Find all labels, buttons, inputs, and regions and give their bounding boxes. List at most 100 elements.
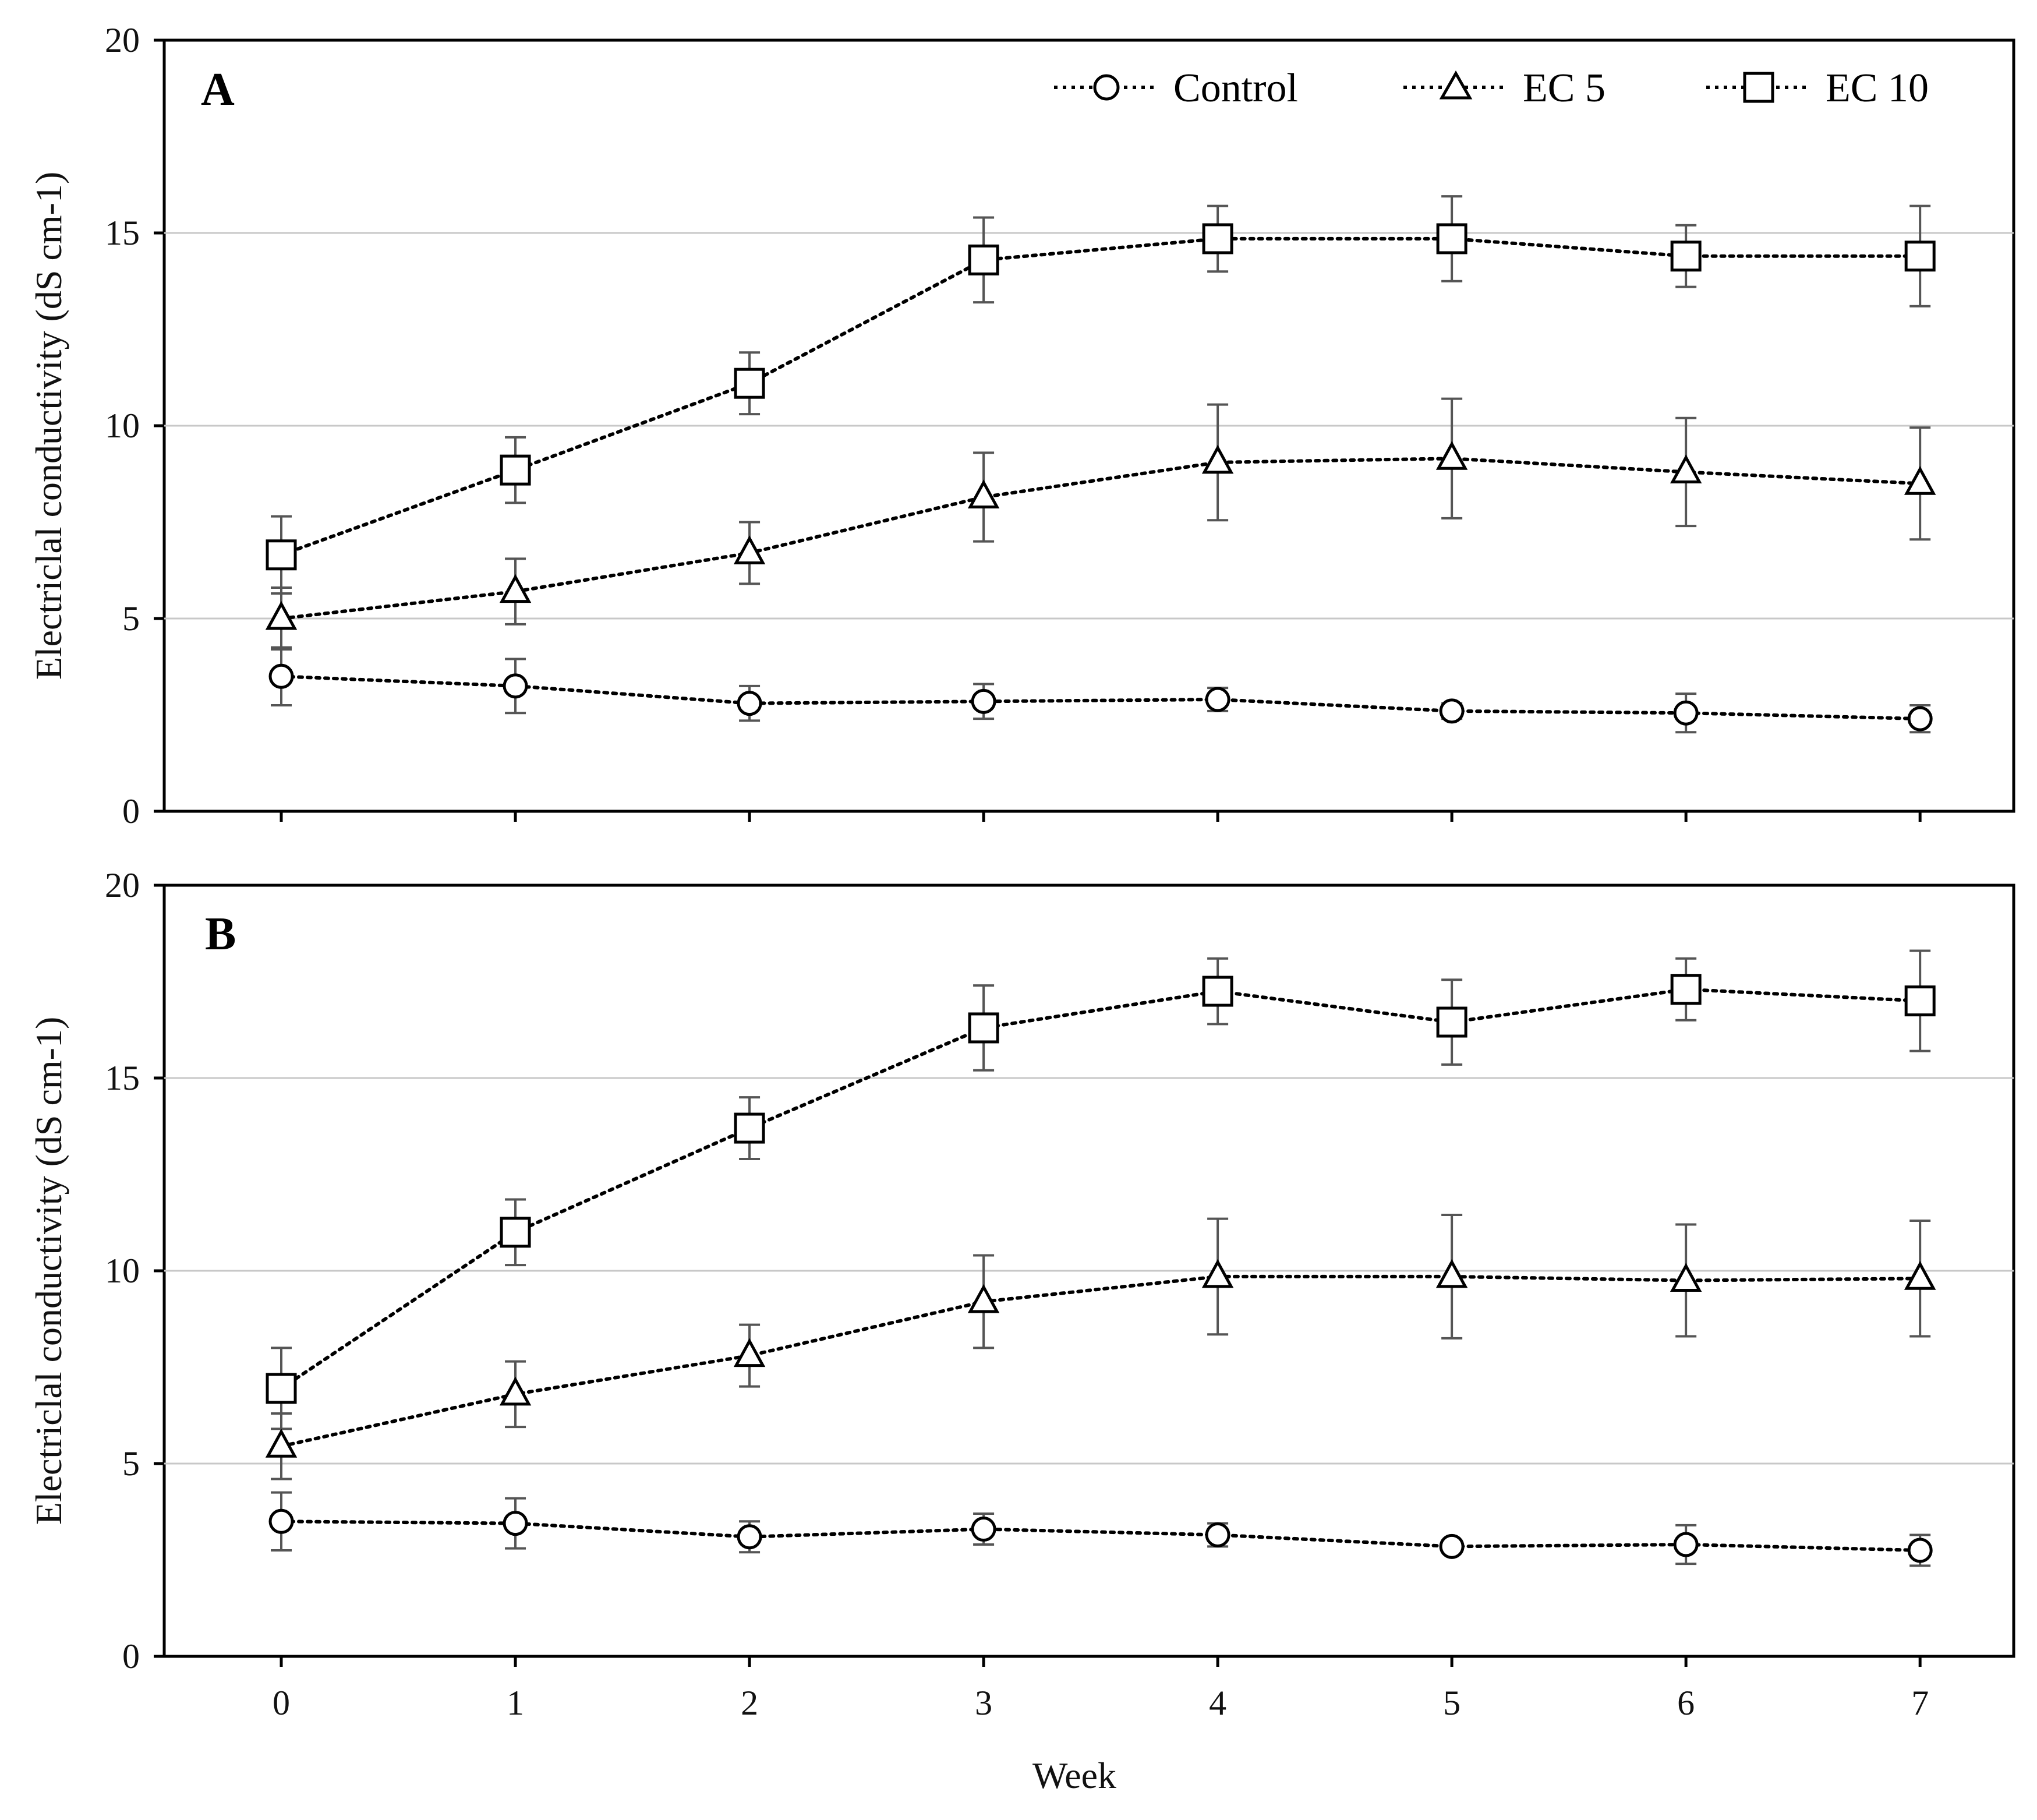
panel-b-ec5-line xyxy=(280,1274,1922,1448)
panel-b-ec5-point-1 xyxy=(499,1376,532,1406)
panel-b-ec5-point-6 xyxy=(1670,1263,1702,1292)
panel-b-letter: B xyxy=(205,909,236,960)
panel-a-ec5-line xyxy=(280,457,1922,620)
panel-a-ec10-point-0 xyxy=(266,539,297,571)
panel-b-ec5-point-5 xyxy=(1435,1259,1468,1288)
panel-a-ec5-point-5 xyxy=(1435,441,1468,470)
panel-a-control-point-0 xyxy=(268,663,294,689)
panel-b-series xyxy=(265,949,1936,1567)
panel-b-y-tick-label-5: 5 xyxy=(122,1444,140,1483)
panel-a-ec5-point-1 xyxy=(499,574,532,603)
legend-ec5-label: EC 5 xyxy=(1523,66,1605,111)
panel-b-ec10-markers xyxy=(266,974,1936,1404)
panel-a-ec10-point-7 xyxy=(1904,241,1936,272)
panel-b-ec10-point-6 xyxy=(1670,974,1702,1005)
panel-b-ec10-point-2 xyxy=(734,1112,765,1144)
legend-ec10-label: EC 10 xyxy=(1826,66,1929,111)
panel-a-ec5-markers xyxy=(265,441,1936,630)
panel-b-ec5-point-0 xyxy=(265,1429,298,1458)
legend: Control EC 5 EC 10 xyxy=(1054,66,1929,111)
panel-a-ec10-point-5 xyxy=(1436,223,1467,255)
panel-b-y-tick-label-0: 0 xyxy=(122,1637,140,1676)
panel-a-ec10-point-2 xyxy=(734,367,765,399)
panel-a-y-tick-label-15: 15 xyxy=(105,214,140,252)
panel-b-x-tick-label-4: 4 xyxy=(1209,1684,1226,1722)
panel-a-ec5-point-7 xyxy=(1904,466,1936,495)
panel-b-ec10-errorbars xyxy=(271,949,1931,1430)
panel-a: 0 5 10 15 20 A Electriclal conductivity (dS … xyxy=(28,21,2015,831)
panel-b-ec5-point-7 xyxy=(1904,1261,1936,1290)
panel-a-control-point-6 xyxy=(1673,700,1699,726)
legend-control-label: Control xyxy=(1173,66,1298,111)
panel-b-control-point-5 xyxy=(1439,1533,1465,1559)
panel-b-control-point-3 xyxy=(971,1517,996,1542)
panel-a-ec10-point-6 xyxy=(1670,241,1702,272)
panel-a-ec10-point-1 xyxy=(500,454,531,486)
panel-b-x-ticks: 0 1 2 3 4 5 6 7 xyxy=(273,1656,1929,1722)
panel-b-ec5-point-4 xyxy=(1201,1259,1234,1288)
panel-a-ec10-line xyxy=(280,236,1922,557)
panel-b-x-tick-label-1: 1 xyxy=(507,1684,524,1722)
panel-b-ec5-markers xyxy=(265,1259,1936,1458)
panel-a-ec10-point-3 xyxy=(968,244,999,275)
panel-b-ec10-point-7 xyxy=(1904,985,1936,1017)
panel-b-ec10-point-3 xyxy=(968,1012,999,1044)
panel-a-control-markers xyxy=(268,663,1933,731)
panel-b-ec5-point-2 xyxy=(733,1338,766,1367)
panel-b-ec10-line xyxy=(280,987,1922,1390)
panel-b-control-point-4 xyxy=(1205,1522,1230,1547)
panel-a-y-tick-label-5: 5 xyxy=(122,599,140,638)
panel-b-y-tick-label-15: 15 xyxy=(105,1059,140,1097)
panel-b-control-point-0 xyxy=(268,1508,294,1534)
panel-a-y-ticks: 0 5 10 15 20 xyxy=(105,21,164,831)
panel-a-y-tick-label-10: 10 xyxy=(105,407,140,445)
panel-b-x-tick-label-6: 6 xyxy=(1677,1684,1695,1722)
legend-item-ec10: EC 10 xyxy=(1706,66,1929,111)
panel-b-control-markers xyxy=(268,1508,1933,1563)
panel-a-y-tick-label-20: 20 xyxy=(105,21,140,59)
panel-a-y-tick-label-0: 0 xyxy=(122,792,140,831)
panel-b-x-tick-label-7: 7 xyxy=(1911,1684,1929,1722)
panel-b-x-tick-label-2: 2 xyxy=(741,1684,758,1722)
panel-a-letter: A xyxy=(201,64,235,115)
panel-a-control-point-7 xyxy=(1907,706,1933,731)
panel-b-x-tick-label-5: 5 xyxy=(1443,1684,1460,1722)
panel-b-ec10-point-4 xyxy=(1202,976,1233,1007)
legend-ec5-marker xyxy=(1439,70,1473,100)
panel-a-control-point-5 xyxy=(1439,698,1465,724)
panel-b: 0 5 10 15 20 0 1 2 3 4 5 6 7 B Electriclal conducti… xyxy=(28,866,2015,1796)
panel-a-gridlines xyxy=(164,232,2014,620)
panel-b-ec10-point-1 xyxy=(500,1217,531,1248)
panel-b-y-tick-label-20: 20 xyxy=(105,866,140,904)
panel-a-ec10-markers xyxy=(266,223,1936,571)
panel-a-ec5-point-3 xyxy=(967,479,1000,508)
panel-a-control-point-1 xyxy=(503,673,528,699)
panel-a-control-line xyxy=(280,674,1922,721)
panel-a-y-axis-label: Electriclal conductivity (dS cm-1) xyxy=(28,172,69,680)
panel-b-x-tick-label-0: 0 xyxy=(273,1684,290,1722)
panel-b-ec10-point-5 xyxy=(1436,1006,1467,1038)
panel-a-ec5-point-6 xyxy=(1670,454,1702,483)
panel-a-ec5-point-0 xyxy=(265,600,298,630)
panel-b-gridlines xyxy=(164,1077,2014,1465)
panel-b-control-point-7 xyxy=(1907,1538,1933,1563)
panel-a-x-ticks xyxy=(280,811,1922,822)
panel-a-control-point-3 xyxy=(971,688,996,714)
panel-a-series xyxy=(265,195,1936,734)
legend-item-ec5: EC 5 xyxy=(1403,66,1605,111)
panel-a-ec10-point-4 xyxy=(1202,223,1233,255)
legend-control-marker xyxy=(1093,74,1120,101)
panel-b-y-tick-label-10: 10 xyxy=(105,1252,140,1290)
panel-b-ec10-point-0 xyxy=(266,1373,297,1404)
panel-a-ec5-point-2 xyxy=(733,535,766,564)
panel-b-control-line xyxy=(280,1519,1922,1552)
legend-item-control: Control xyxy=(1054,66,1298,111)
panel-a-ec5-point-4 xyxy=(1201,444,1234,474)
panel-b-x-tick-label-3: 3 xyxy=(975,1684,992,1722)
panel-b-ec5-point-3 xyxy=(967,1284,1000,1313)
panel-a-control-point-2 xyxy=(737,691,762,716)
panel-b-control-point-1 xyxy=(503,1511,528,1536)
panel-b-y-ticks: 0 5 10 15 20 xyxy=(105,866,164,1676)
x-axis-label: Week xyxy=(1032,1755,1116,1796)
